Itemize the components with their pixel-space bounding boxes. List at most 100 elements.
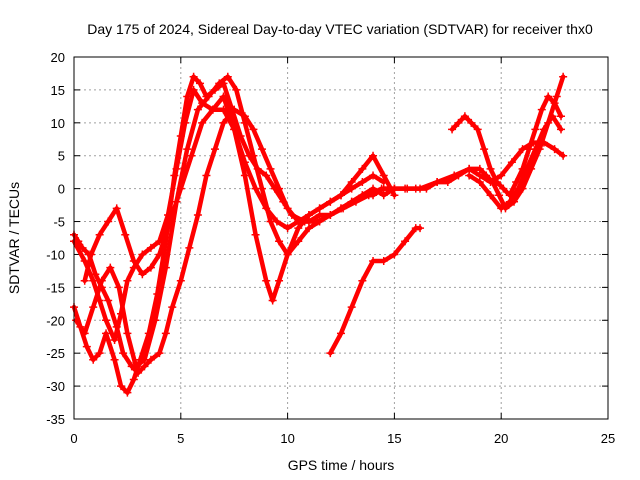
data-point	[89, 355, 98, 364]
chart-title: Day 175 of 2024, Sidereal Day-to-day VTE…	[87, 21, 593, 37]
data-point	[294, 217, 303, 226]
data-point	[337, 204, 345, 213]
data-point	[550, 145, 559, 154]
data-point	[151, 316, 160, 325]
data-point	[482, 171, 491, 180]
data-point	[262, 171, 271, 180]
data-point	[283, 224, 292, 233]
data-point	[210, 145, 219, 154]
data-point	[262, 276, 271, 285]
data-point	[275, 276, 284, 285]
data-point	[146, 243, 155, 252]
data-point	[74, 237, 83, 246]
data-point	[492, 178, 501, 187]
series-track-5	[70, 72, 568, 377]
data-point	[161, 329, 170, 338]
data-point	[275, 237, 284, 246]
data-point	[223, 72, 232, 81]
data-point	[121, 230, 130, 239]
data-point	[161, 263, 170, 272]
data-point	[548, 112, 557, 121]
data-point	[196, 79, 205, 88]
data-point	[89, 276, 98, 285]
data-point	[138, 250, 147, 259]
data-point	[185, 243, 194, 252]
y-tick-label: 15	[51, 83, 65, 98]
data-point	[475, 178, 484, 187]
data-point	[480, 145, 489, 154]
data-point	[499, 184, 508, 193]
data-point	[411, 184, 420, 193]
data-point	[268, 296, 277, 305]
data-point	[369, 171, 378, 180]
data-point	[497, 171, 506, 180]
series-track-2	[70, 72, 568, 397]
plot-area	[70, 72, 568, 397]
data-point	[106, 263, 115, 272]
data-point	[230, 125, 239, 134]
series-line	[71, 74, 566, 395]
data-point	[283, 204, 292, 213]
data-point	[557, 125, 566, 134]
y-tick-label: -5	[53, 215, 65, 230]
y-tick-label: 10	[51, 116, 65, 131]
data-point	[219, 118, 228, 127]
data-point	[78, 243, 87, 252]
data-point	[537, 105, 546, 114]
x-tick-label: 10	[280, 431, 294, 446]
plot-frame	[73, 56, 609, 420]
data-point	[465, 171, 474, 180]
data-point	[129, 257, 138, 266]
data-point	[155, 250, 164, 259]
data-point	[208, 105, 217, 114]
data-point	[422, 184, 431, 193]
data-point	[129, 375, 138, 384]
data-point	[112, 204, 121, 213]
data-point	[294, 237, 303, 246]
data-point	[91, 270, 100, 279]
data-point	[505, 197, 514, 206]
data-point	[110, 336, 119, 345]
data-point	[473, 125, 482, 134]
y-tick-label: -30	[46, 379, 65, 394]
y-tick-label: 0	[58, 182, 65, 197]
data-point	[119, 349, 128, 358]
data-point	[193, 105, 202, 114]
y-axis-ticks: -35 -30 -25 -20 -15 -10 -5 0 5 10 15 20	[46, 50, 608, 427]
data-point	[89, 303, 98, 312]
data-point	[95, 349, 104, 358]
data-point	[522, 164, 531, 173]
data-point	[202, 171, 211, 180]
data-point	[326, 210, 335, 219]
data-point	[559, 151, 568, 160]
data-point	[240, 112, 249, 121]
data-point	[104, 217, 113, 226]
data-point	[531, 125, 540, 134]
data-point	[123, 276, 132, 285]
data-point	[559, 72, 568, 81]
data-point	[401, 237, 410, 246]
series-track-6	[326, 224, 425, 358]
data-point	[140, 362, 149, 371]
data-point	[460, 112, 469, 121]
data-point	[84, 250, 93, 259]
x-tick-label: 15	[387, 431, 401, 446]
data-point	[358, 164, 367, 173]
data-point	[379, 257, 388, 266]
data-point	[390, 184, 399, 193]
data-point	[97, 283, 106, 292]
data-point	[337, 329, 345, 338]
data-point	[369, 191, 378, 200]
data-point	[183, 145, 192, 154]
data-point	[557, 112, 566, 121]
series-line	[449, 94, 564, 198]
y-tick-label: -35	[46, 412, 65, 427]
data-point	[102, 329, 111, 338]
data-point	[326, 349, 335, 358]
data-point	[495, 191, 504, 200]
series-line	[71, 74, 566, 376]
x-axis-label: GPS time / hours	[288, 457, 395, 473]
data-point	[315, 210, 324, 219]
data-point	[251, 230, 260, 239]
data-point	[110, 355, 119, 364]
